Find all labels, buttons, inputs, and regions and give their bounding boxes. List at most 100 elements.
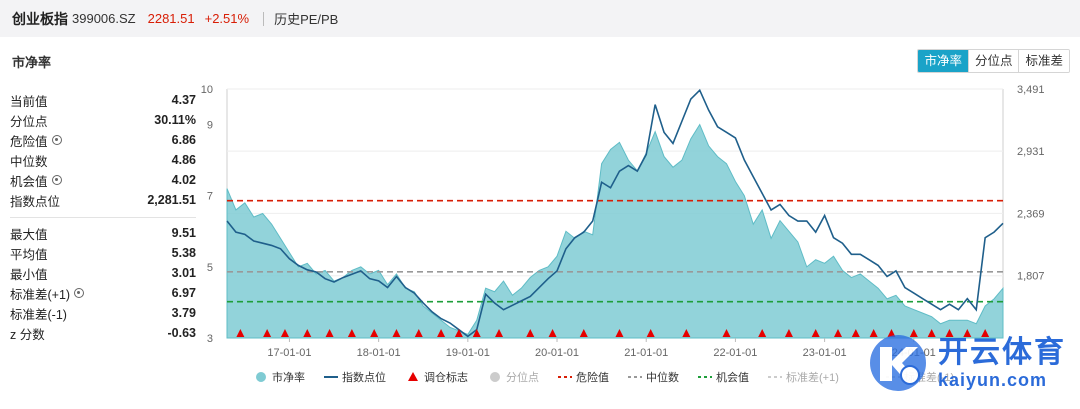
stat-value: 3.79 (171, 306, 196, 320)
rebalance-marker (472, 329, 481, 337)
rebalance-marker (263, 329, 272, 337)
stat-max: 最大值 9.51 (10, 223, 196, 243)
legend-label: 调仓标志 (424, 370, 468, 384)
stat-label: 分位点 (10, 114, 48, 129)
left-axis-tick-label: 3 (207, 333, 213, 345)
rebalance-marker (615, 329, 624, 337)
legend-label: 分位点 (506, 370, 539, 384)
pb-area-series (226, 123, 1004, 339)
rebalance-marker (945, 329, 954, 337)
stat-current: 当前值 4.37 (10, 90, 196, 110)
valuation-card: 3 5 7 9 10 3,491 2,931 2,369 1,807 17-01-01 18-01-… (0, 37, 1080, 409)
index-code: 399006.SZ (72, 11, 136, 26)
settings-gear-icon[interactable] (51, 175, 62, 185)
rebalance-marker (392, 329, 401, 337)
stat-min: 最小值 3.01 (10, 263, 196, 283)
x-axis-tick-label: 23-01-01 (803, 347, 847, 359)
left-axis-tick-label: 5 (207, 262, 213, 274)
settings-gear-icon[interactable] (51, 135, 62, 145)
stat-percentile: 分位点 30.11% (10, 110, 196, 130)
stat-value: 30.11% (154, 113, 196, 127)
index-price: 2281.51 (147, 11, 195, 26)
stat-std-plus: 标准差(+1) 6.97 (10, 283, 196, 303)
stat-label: 最小值 (10, 267, 48, 282)
valuation-chart: 3 5 7 9 10 3,491 2,931 2,369 1,807 17-01-01 18-01-… (201, 84, 1045, 384)
legend-triangle-icon (408, 372, 418, 381)
index-change: +2.51% (204, 11, 250, 26)
legend-label: 机会值 (716, 370, 749, 384)
rebalance-marker (722, 329, 731, 337)
rebalance-marker (347, 329, 356, 337)
settings-gear-icon[interactable] (74, 288, 85, 298)
history-pe-pb-link[interactable]: 历史PE/PB (274, 12, 339, 27)
metric-tabs: 市净率 分位点 标准差 (917, 49, 1070, 73)
rebalance-marker (454, 329, 463, 337)
right-axis-tick-label: 2,931 (1017, 146, 1045, 158)
legend-dot-icon (490, 372, 500, 382)
stat-label: 指数点位 (10, 194, 61, 209)
stat-danger: 危险值 6.86 (10, 130, 196, 150)
rebalance-marker (784, 329, 793, 337)
rebalance-marker (437, 329, 446, 337)
stat-z-score: z 分数 -0.63 (10, 323, 196, 343)
rebalance-marker (963, 329, 972, 337)
stat-value: 4.86 (171, 153, 196, 167)
left-axis-tick-label: 7 (207, 191, 213, 203)
index-name: 创业板指 (12, 10, 68, 27)
stat-value: 3.01 (171, 266, 196, 280)
rebalance-marker (526, 329, 535, 337)
tab-percentile[interactable]: 分位点 (967, 50, 1019, 72)
x-axis-tick-label: 21-01-01 (624, 347, 668, 359)
watermark-cn: 开云体育 (938, 336, 1066, 369)
rebalance-marker (833, 329, 842, 337)
legend-label: 市净率 (272, 370, 305, 384)
legend-label: 中位数 (646, 370, 679, 384)
rebalance-marker (236, 329, 245, 337)
stat-value: -0.63 (167, 326, 197, 340)
rebalance-marker (303, 329, 312, 337)
stat-label: 标准差(-1) (10, 307, 67, 322)
stat-label: 危险值 (10, 134, 48, 149)
index-level-series (226, 88, 1004, 338)
legend-label: 危险值 (576, 370, 609, 384)
stats-divider (10, 217, 196, 218)
stat-value: 4.37 (171, 93, 196, 107)
rebalance-marker (758, 329, 767, 337)
stat-label: 中位数 (10, 154, 48, 169)
x-axis-tick-label: 20-01-01 (535, 347, 579, 359)
rebalance-marker (646, 329, 655, 337)
stat-label: 机会值 (10, 174, 48, 189)
tab-std-dev[interactable]: 标准差 (1018, 50, 1069, 72)
legend-label: 指数点位 (342, 370, 386, 384)
rebalance-marker (887, 329, 896, 337)
tab-pb[interactable]: 市净率 (918, 50, 968, 72)
rebalance-marker (579, 329, 588, 337)
stat-mean: 平均值 5.38 (10, 243, 196, 263)
stat-opportunity: 机会值 4.02 (10, 170, 196, 190)
rebalance-marker (682, 329, 691, 337)
stat-std-minus: 标准差(-1) 3.79 (10, 303, 196, 323)
stat-label: 最大值 (10, 227, 48, 242)
rebalance-marker (811, 329, 820, 337)
left-axis-tick-label: 9 (207, 120, 213, 132)
stat-index-level: 指数点位 2,281.51 (10, 190, 196, 210)
rebalance-marker (548, 329, 557, 337)
header-bar: 创业板指 399006.SZ 2281.51 +2.51% 历史PE/PB (0, 0, 1080, 37)
rebalance-marker (370, 329, 379, 337)
watermark: 开云体育 kaiyun.com (866, 331, 1066, 395)
stat-label: 当前值 (10, 94, 48, 109)
rebalance-marker (927, 329, 936, 337)
stat-label: 标准差(+1) (10, 287, 71, 302)
stat-median: 中位数 4.86 (10, 150, 196, 170)
stats-panel: 当前值 4.37 分位点 30.11% 危险值 6.86 中位数 4.86 机会… (10, 90, 196, 343)
stat-value: 2,281.51 (147, 193, 196, 207)
stat-value: 4.02 (171, 173, 196, 187)
header-divider (263, 11, 265, 26)
rebalance-marker (495, 329, 504, 337)
stat-value: 6.97 (171, 286, 196, 300)
x-axis-tick-label: 17-01-01 (267, 347, 311, 359)
stat-label: z 分数 (10, 327, 45, 342)
x-axis-tick-label: 22-01-01 (713, 347, 757, 359)
left-axis-tick-label: 10 (201, 84, 213, 96)
kaiyun-logo-icon (870, 335, 926, 391)
